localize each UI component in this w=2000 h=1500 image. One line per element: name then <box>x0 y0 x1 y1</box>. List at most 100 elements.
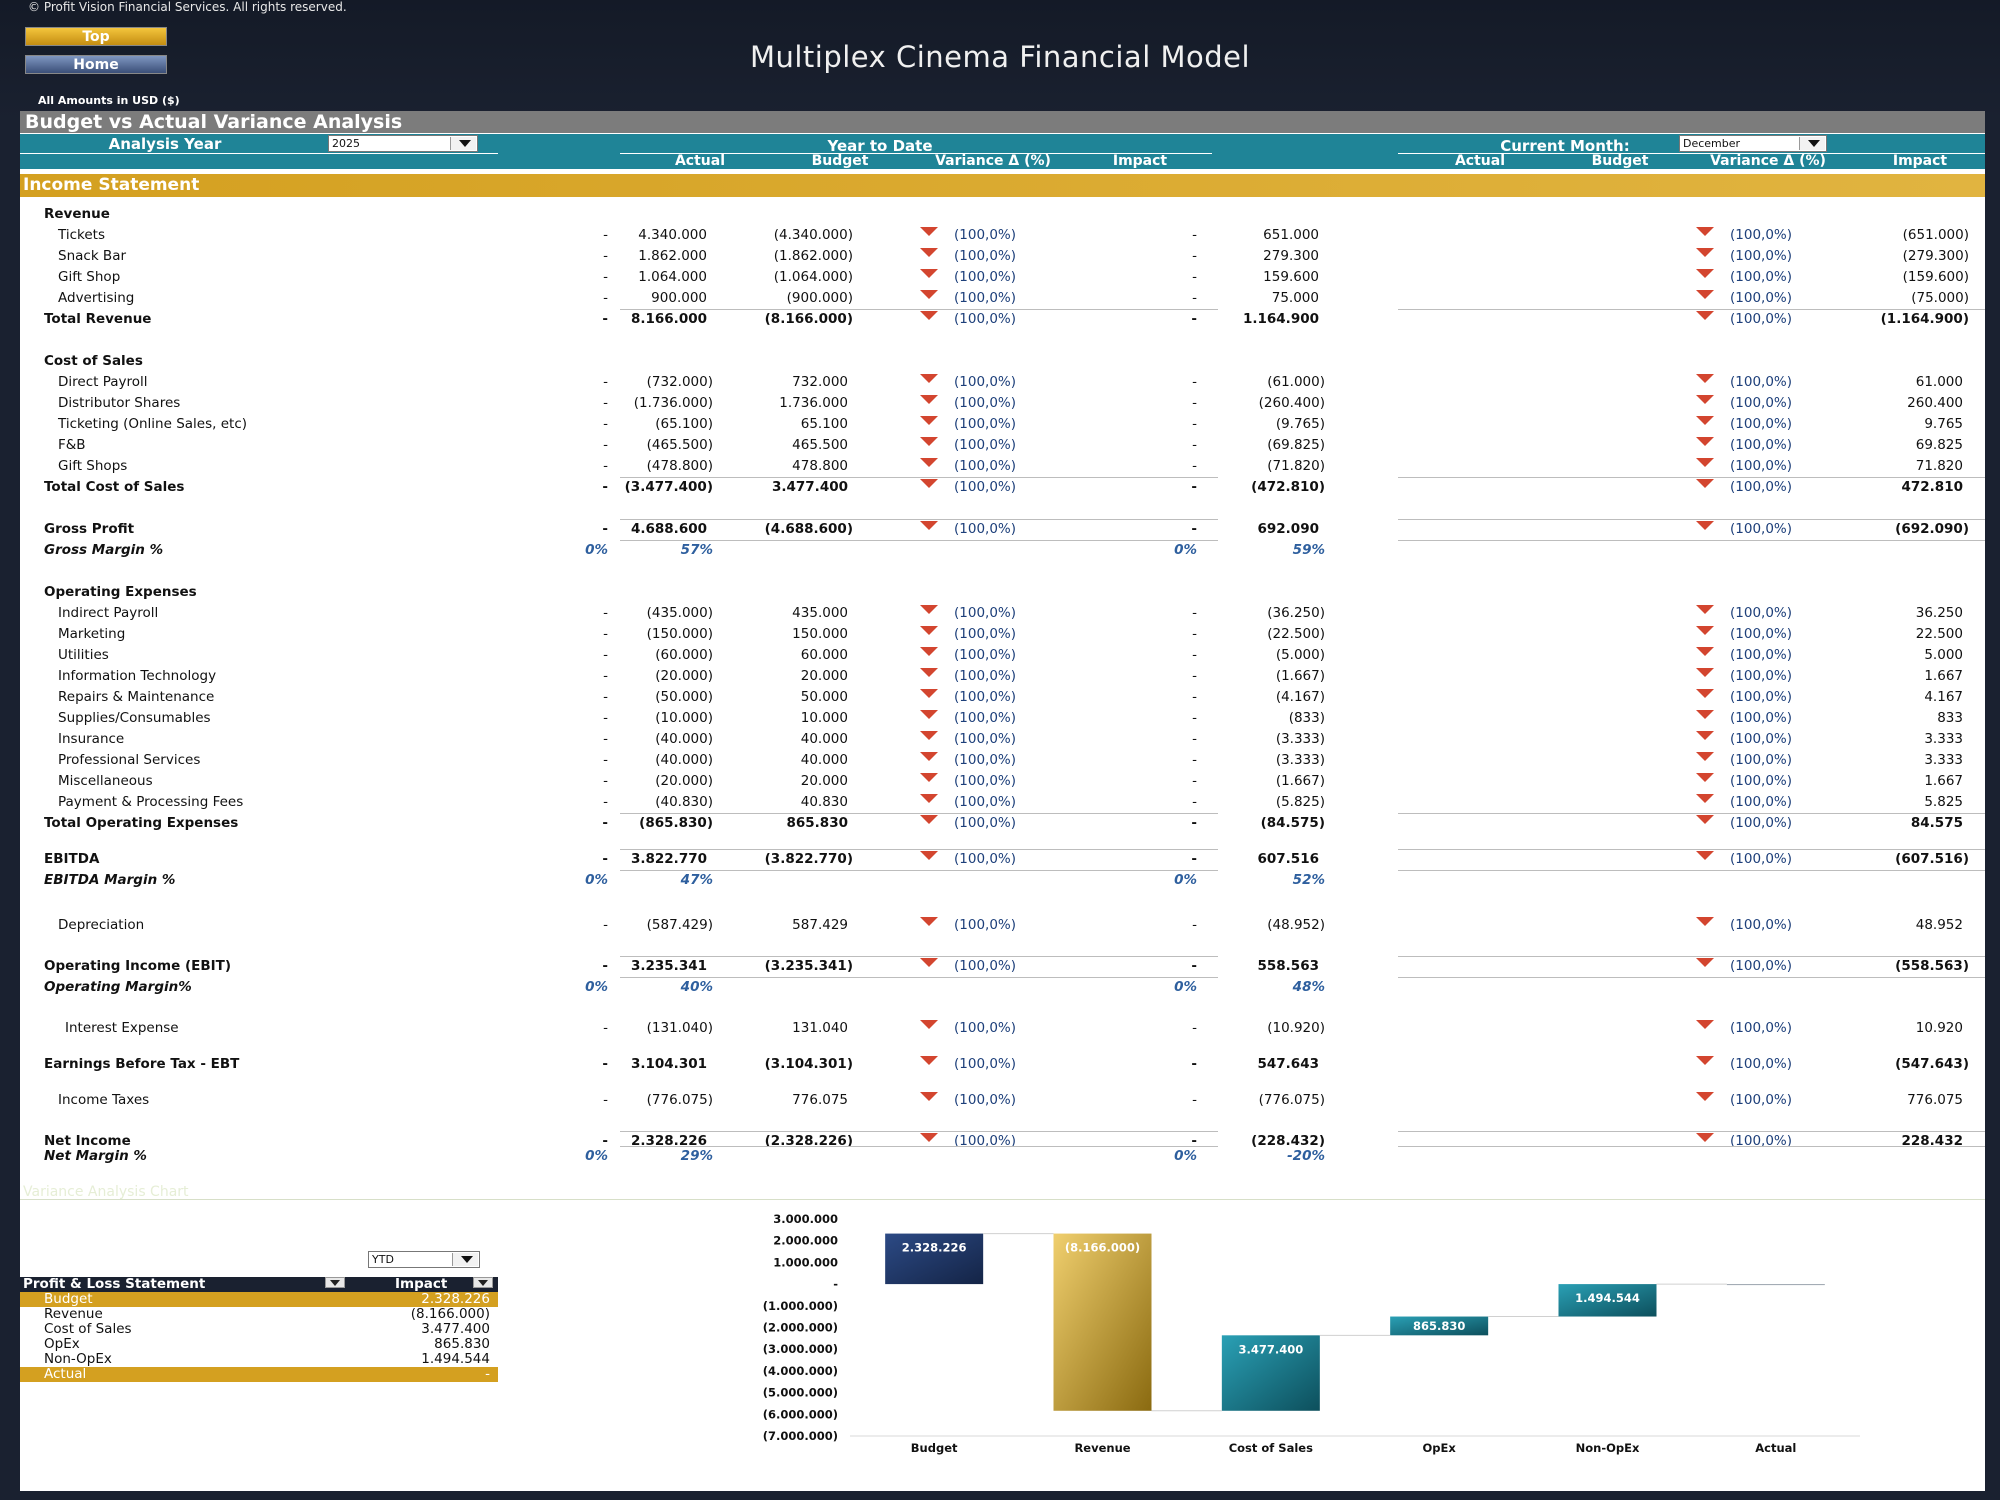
ytd-impact-cell: 20.000 <box>800 773 848 789</box>
month-variance-cell: (100,0%) <box>1730 395 1793 411</box>
ytd-actual-cell: - <box>602 521 608 537</box>
divider <box>620 813 1218 814</box>
month-impact-cell: 84.575 <box>1910 815 1963 831</box>
month-actual-cell: - <box>1192 605 1197 621</box>
report-sheet: Budget vs Actual Variance Analysis Analy… <box>20 111 1985 1491</box>
month-budget-cell: 75.000 <box>1271 290 1319 306</box>
ytd-variance-cell: (100,0%) <box>954 626 1017 642</box>
month-budget-cell: (5.000) <box>1275 647 1325 663</box>
x-tick-label: Actual <box>1755 1441 1796 1455</box>
table-row: Operating Margin% 0% 40% 0% 48% <box>20 977 1985 997</box>
ytd-impact-cell: (4.340.000) <box>773 227 853 243</box>
chevron-down-icon[interactable] <box>1799 137 1825 150</box>
table-row: EBITDA Margin % 0% 47% 0% 52% <box>20 870 1985 890</box>
divider <box>620 153 1212 154</box>
ytd-budget-cell: 1.862.000 <box>638 248 707 264</box>
divider <box>1398 1146 1985 1147</box>
ytd-budget-cell: 3.822.770 <box>630 851 707 867</box>
ytd-actual-cell: - <box>603 794 608 810</box>
filter-icon[interactable] <box>473 1277 493 1288</box>
month-budget-cell: (69.825) <box>1267 437 1325 453</box>
month-variance-cell: (100,0%) <box>1730 773 1793 789</box>
table-row: Net Margin % 0% 29% 0% -20% <box>20 1146 1985 1166</box>
down-arrow-icon <box>1696 773 1714 782</box>
ytd-budget-cell: (732.000) <box>646 374 713 390</box>
divider <box>20 153 498 154</box>
month-budget-cell: (472.810) <box>1251 479 1325 495</box>
ytd-actual-cell: - <box>602 479 608 495</box>
waterfall-bar <box>1390 1316 1489 1336</box>
down-arrow-icon <box>920 794 938 803</box>
col-header-actual: Actual <box>674 153 726 169</box>
month-variance-cell: (100,0%) <box>1730 605 1793 621</box>
month-actual-cell: - <box>1192 794 1197 810</box>
home-button[interactable]: Home <box>25 55 167 74</box>
ytd-variance-cell: (100,0%) <box>954 958 1017 974</box>
row-label: Payment & Processing Fees <box>58 794 244 810</box>
table-row: Gross Profit - 4.688.600 (100,0%) (4.688.600… <box>20 519 1985 539</box>
divider <box>620 870 1218 871</box>
ytd-variance-cell: (100,0%) <box>954 851 1017 867</box>
chevron-down-icon[interactable] <box>450 137 476 150</box>
period-dropdown[interactable]: YTD <box>368 1251 480 1268</box>
row-label: Snack Bar <box>58 248 127 264</box>
month-budget-cell: (1.667) <box>1275 773 1325 789</box>
ytd-budget-cell: (3.477.400) <box>624 479 713 495</box>
row-label: Operating Margin% <box>44 979 192 995</box>
month-impact-cell: 9.765 <box>1924 416 1963 432</box>
month-actual-cell: - <box>1192 395 1197 411</box>
top-button[interactable]: Top <box>25 27 167 46</box>
row-label: Miscellaneous <box>58 773 153 789</box>
ytd-variance-cell: (100,0%) <box>954 1056 1017 1072</box>
current-month-dropdown[interactable]: December <box>1679 135 1827 152</box>
month-budget-cell: (1.667) <box>1275 668 1325 684</box>
divider <box>1398 519 1985 520</box>
ytd-actual-cell: - <box>603 710 608 726</box>
col-header-impact: Impact <box>1112 153 1168 169</box>
ytd-budget-cell: 3.235.341 <box>630 958 707 974</box>
month-budget-cell: 692.090 <box>1257 521 1320 537</box>
ytd-actual-cell: - <box>602 958 608 974</box>
ytd-budget-cell: 40% <box>680 979 713 995</box>
analysis-year-dropdown[interactable]: 2025 <box>328 135 478 152</box>
ytd-variance-cell: (100,0%) <box>954 710 1017 726</box>
table-row: Advertising - 900.000 (100,0%) (900.000) - 75.… <box>20 288 1985 308</box>
row-label: Net Income <box>44 1133 131 1149</box>
ytd-impact-cell: 865.830 <box>786 815 849 831</box>
page-title: Multiplex Cinema Financial Model <box>749 40 1251 74</box>
table-row: Gift Shop - 1.064.000 (100,0%) (1.064.000) - 1… <box>20 267 1985 287</box>
month-variance-cell: (100,0%) <box>1730 851 1793 867</box>
row-label: Insurance <box>58 731 125 747</box>
month-actual-cell: - <box>1192 374 1197 390</box>
down-arrow-icon <box>1696 227 1714 236</box>
ytd-actual-cell: - <box>603 647 608 663</box>
month-variance-cell: (100,0%) <box>1730 1056 1793 1072</box>
ytd-variance-cell: (100,0%) <box>954 917 1017 933</box>
month-variance-cell: (100,0%) <box>1730 227 1793 243</box>
ytd-actual-cell: - <box>603 605 608 621</box>
ytd-variance-cell: (100,0%) <box>954 773 1017 789</box>
ytd-budget-cell: (776.075) <box>646 1092 713 1108</box>
ytd-impact-cell: 60.000 <box>800 647 848 663</box>
ytd-variance-cell: (100,0%) <box>954 290 1017 306</box>
ytd-budget-cell: 8.166.000 <box>630 311 707 327</box>
x-tick-label: Revenue <box>1074 1441 1130 1455</box>
pl-table-header: Profit & Loss Statement Impact <box>20 1277 498 1292</box>
col-header-impact: Impact <box>1892 153 1948 169</box>
ytd-impact-cell: (4.688.600) <box>764 521 853 537</box>
row-label: Operating Expenses <box>44 584 197 600</box>
ytd-budget-cell: (40.830) <box>655 794 713 810</box>
col-header-variance: Variance Δ (%) <box>1710 153 1826 169</box>
down-arrow-icon <box>920 458 938 467</box>
copyright-text: © Profit Vision Financial Services. All … <box>28 0 347 14</box>
chevron-down-icon[interactable] <box>452 1253 478 1266</box>
table-row: Information Technology - (20.000) (100,0%) 2… <box>20 666 1985 686</box>
ytd-actual-cell: - <box>603 917 608 933</box>
ytd-budget-cell: (20.000) <box>655 773 713 789</box>
current-month-label: Current Month: <box>1500 137 1630 155</box>
filter-icon[interactable] <box>325 1277 345 1288</box>
ytd-impact-cell: 40.000 <box>800 731 848 747</box>
table-row: Supplies/Consumables - (10.000) (100,0%) 10.… <box>20 708 1985 728</box>
table-row: Total Operating Expenses - (865.830) (100,0… <box>20 813 1985 833</box>
down-arrow-icon <box>920 311 938 320</box>
